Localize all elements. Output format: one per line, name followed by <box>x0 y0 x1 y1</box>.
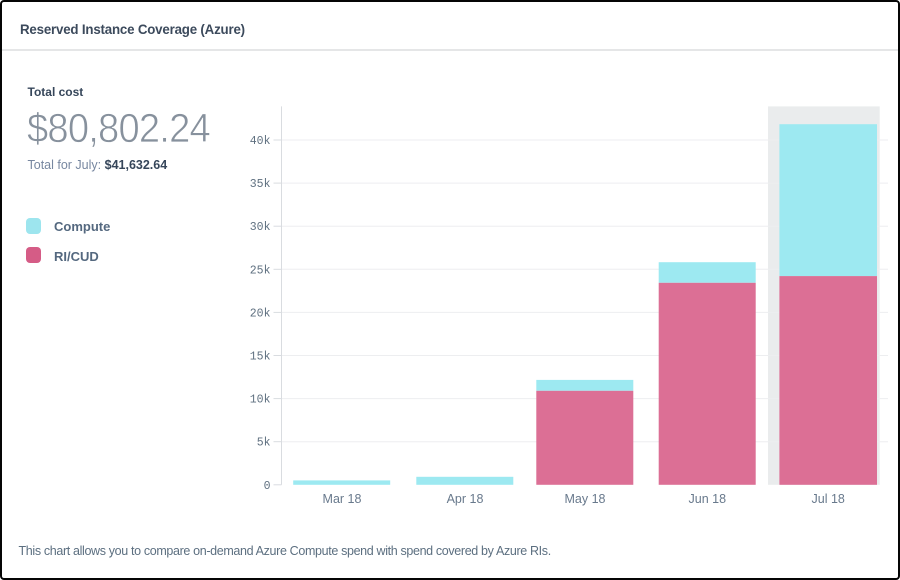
svg-text:5k: 5k <box>257 437 271 450</box>
svg-text:25k: 25k <box>250 264 271 277</box>
svg-text:Jun 18: Jun 18 <box>689 492 727 506</box>
svg-text:35k: 35k <box>250 178 271 191</box>
svg-text:May 18: May 18 <box>565 492 606 506</box>
svg-text:Mar 18: Mar 18 <box>323 492 362 506</box>
svg-text:Apr 18: Apr 18 <box>447 492 484 506</box>
svg-text:0: 0 <box>264 480 271 493</box>
svg-text:30k: 30k <box>250 221 271 234</box>
svg-text:10k: 10k <box>250 394 271 407</box>
svg-text:Jul 18: Jul 18 <box>812 492 845 506</box>
svg-text:20k: 20k <box>250 307 271 320</box>
svg-text:15k: 15k <box>250 351 271 364</box>
svg-text:40k: 40k <box>250 135 271 148</box>
